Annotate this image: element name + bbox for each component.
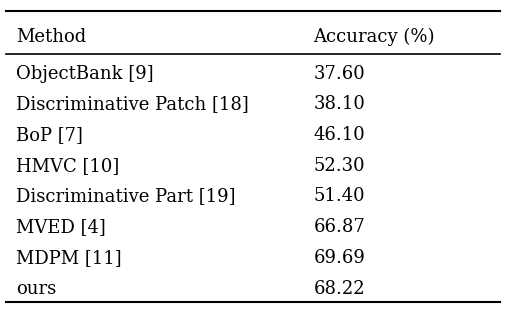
Text: 69.69: 69.69 [313, 249, 365, 267]
Text: Method: Method [17, 28, 86, 46]
Text: ObjectBank [9]: ObjectBank [9] [17, 64, 154, 82]
Text: Discriminative Patch [18]: Discriminative Patch [18] [17, 95, 249, 113]
Text: MDPM [11]: MDPM [11] [17, 249, 122, 267]
Text: HMVC [10]: HMVC [10] [17, 157, 120, 175]
Text: 37.60: 37.60 [313, 64, 365, 82]
Text: 46.10: 46.10 [313, 126, 365, 144]
Text: Accuracy (%): Accuracy (%) [313, 28, 434, 46]
Text: 38.10: 38.10 [313, 95, 365, 113]
Text: 66.87: 66.87 [313, 218, 365, 236]
Text: MVED [4]: MVED [4] [17, 218, 106, 236]
Text: 68.22: 68.22 [313, 280, 364, 298]
Text: ours: ours [17, 280, 57, 298]
Text: 51.40: 51.40 [313, 188, 364, 206]
Text: BoP [7]: BoP [7] [17, 126, 83, 144]
Text: 52.30: 52.30 [313, 157, 364, 175]
Text: Discriminative Part [19]: Discriminative Part [19] [17, 188, 235, 206]
